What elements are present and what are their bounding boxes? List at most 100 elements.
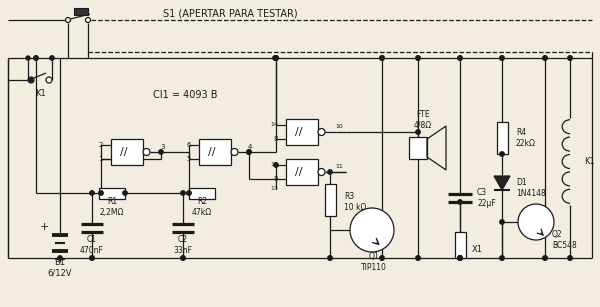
Text: 13: 13 [270, 186, 278, 192]
Circle shape [568, 256, 572, 260]
Circle shape [86, 17, 91, 22]
Text: 12: 12 [270, 162, 278, 168]
Text: +: + [40, 222, 49, 232]
Text: Q1
TIP110: Q1 TIP110 [361, 252, 387, 272]
Circle shape [29, 78, 33, 82]
Circle shape [543, 256, 547, 260]
Text: 1: 1 [98, 156, 103, 162]
Text: ∕∕: ∕∕ [295, 167, 303, 177]
Circle shape [274, 56, 278, 60]
Text: D1
1N4148: D1 1N4148 [516, 178, 546, 198]
Circle shape [500, 56, 504, 60]
Text: 3: 3 [160, 144, 164, 150]
Text: ∕∕: ∕∕ [208, 147, 216, 157]
Circle shape [518, 204, 554, 240]
Circle shape [90, 256, 94, 260]
Text: R1
2,2MΩ: R1 2,2MΩ [100, 197, 124, 217]
Circle shape [181, 256, 185, 260]
Text: B1
6/12V: B1 6/12V [48, 258, 72, 278]
Circle shape [328, 256, 332, 260]
Circle shape [458, 56, 462, 60]
Text: Q2
BC548: Q2 BC548 [552, 230, 577, 250]
Text: 10: 10 [335, 125, 343, 130]
Circle shape [416, 56, 420, 60]
Text: X1: X1 [472, 246, 483, 255]
Bar [409, 137, 427, 159]
Circle shape [500, 152, 504, 156]
Text: S1 (APERTAR PARA TESTAR): S1 (APERTAR PARA TESTAR) [163, 9, 298, 19]
Circle shape [380, 56, 384, 60]
Circle shape [65, 17, 71, 22]
Text: 2: 2 [98, 142, 103, 148]
Text: C2
33nF: C2 33nF [173, 235, 193, 255]
Bar [455, 232, 466, 258]
Circle shape [500, 220, 504, 224]
Circle shape [328, 256, 332, 260]
Text: 9: 9 [274, 176, 278, 182]
Text: K1: K1 [584, 157, 595, 165]
Text: ∕∕: ∕∕ [295, 127, 303, 137]
Circle shape [458, 56, 462, 60]
Bar [325, 184, 335, 216]
Circle shape [568, 56, 572, 60]
Text: K1: K1 [35, 88, 46, 98]
Circle shape [34, 56, 38, 60]
Text: 6: 6 [187, 142, 191, 148]
Text: 4: 4 [248, 144, 253, 150]
Circle shape [380, 256, 384, 260]
Circle shape [416, 56, 420, 60]
Circle shape [231, 149, 238, 156]
Bar [189, 188, 215, 199]
Text: 5: 5 [187, 156, 191, 162]
Circle shape [416, 256, 420, 260]
Circle shape [159, 150, 163, 154]
Circle shape [90, 256, 94, 260]
Text: R4
22kΩ: R4 22kΩ [516, 128, 536, 148]
Circle shape [143, 149, 150, 156]
Circle shape [458, 200, 462, 204]
Bar [199, 139, 231, 165]
Circle shape [458, 256, 462, 260]
Circle shape [34, 56, 38, 60]
Bar [99, 188, 125, 199]
Bar [286, 159, 318, 185]
Text: C3
22μF: C3 22μF [477, 188, 496, 208]
Circle shape [543, 256, 547, 260]
Circle shape [26, 56, 30, 60]
Circle shape [28, 77, 34, 83]
Circle shape [458, 256, 462, 260]
Circle shape [500, 56, 504, 60]
Circle shape [328, 170, 332, 174]
Circle shape [458, 256, 462, 260]
Circle shape [318, 169, 325, 176]
Circle shape [274, 56, 278, 60]
Circle shape [350, 208, 394, 252]
Text: C1
470nF: C1 470nF [80, 235, 104, 255]
Bar [286, 119, 318, 145]
Circle shape [46, 77, 52, 83]
Circle shape [458, 256, 462, 260]
Text: R2
47kΩ: R2 47kΩ [192, 197, 212, 217]
Text: 14: 14 [270, 122, 278, 127]
Circle shape [99, 191, 103, 195]
Circle shape [247, 150, 251, 154]
Circle shape [416, 130, 420, 134]
Polygon shape [494, 176, 510, 190]
Circle shape [274, 56, 278, 60]
Circle shape [274, 163, 278, 167]
Circle shape [568, 56, 572, 60]
Circle shape [247, 150, 251, 154]
Circle shape [318, 129, 325, 135]
Circle shape [500, 256, 504, 260]
Circle shape [416, 256, 420, 260]
Bar [111, 139, 143, 165]
Circle shape [50, 56, 54, 60]
Bar [74, 8, 88, 15]
Circle shape [543, 56, 547, 60]
Text: ∕∕: ∕∕ [120, 147, 128, 157]
Circle shape [90, 191, 94, 195]
Circle shape [58, 256, 62, 260]
Text: 8: 8 [274, 136, 278, 142]
Text: 11: 11 [335, 165, 343, 169]
Circle shape [181, 191, 185, 195]
